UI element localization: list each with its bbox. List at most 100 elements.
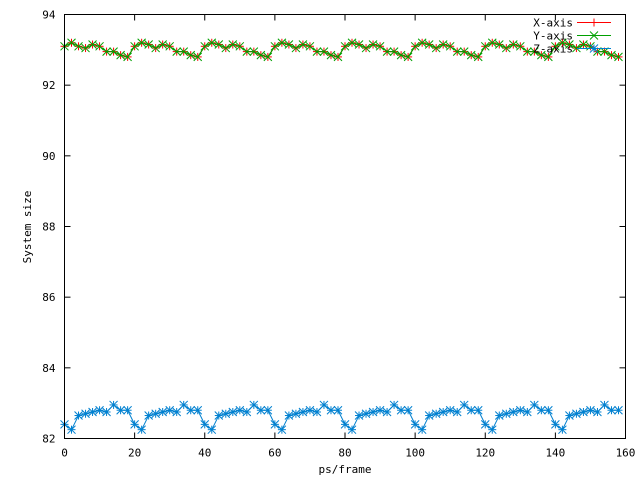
series-line	[64, 404, 619, 431]
data-point	[565, 40, 574, 49]
data-point	[354, 40, 364, 49]
data-point	[445, 41, 455, 51]
data-point	[221, 409, 231, 419]
data-point	[410, 41, 420, 51]
data-point	[95, 41, 104, 51]
data-point	[207, 425, 217, 435]
y-tick-label: 82	[42, 433, 55, 446]
data-point	[305, 41, 315, 51]
y-tick-label: 92	[42, 79, 55, 92]
data-point	[459, 400, 469, 410]
data-point	[102, 47, 111, 56]
data-point	[347, 38, 357, 48]
data-point	[508, 407, 518, 417]
data-point	[445, 405, 455, 415]
data-point	[116, 405, 125, 415]
data-point	[614, 405, 623, 415]
data-point	[172, 47, 182, 56]
data-point	[494, 411, 504, 420]
data-point	[382, 47, 392, 56]
data-point	[501, 43, 511, 53]
data-point	[214, 411, 224, 420]
data-point	[459, 47, 469, 56]
data-point	[221, 43, 231, 53]
data-point	[172, 407, 182, 417]
data-point	[88, 40, 97, 49]
data-point	[536, 50, 546, 60]
data-point	[81, 43, 90, 53]
data-point	[466, 405, 476, 415]
data-point	[565, 411, 574, 420]
data-point	[326, 405, 336, 415]
plot-frame	[64, 14, 626, 439]
data-point	[242, 407, 252, 417]
data-point	[368, 40, 378, 49]
data-point	[529, 47, 539, 56]
series-z-axis	[60, 400, 623, 435]
data-point	[431, 43, 441, 53]
y-axis-label: System size	[21, 191, 34, 264]
data-point	[551, 41, 560, 51]
legend-marker	[590, 18, 598, 27]
data-point	[586, 405, 595, 415]
data-point	[151, 409, 161, 419]
data-point	[431, 409, 441, 419]
data-point	[312, 407, 322, 417]
data-point	[466, 50, 476, 60]
data-point	[522, 407, 532, 417]
data-point	[123, 405, 132, 415]
data-point	[207, 38, 217, 48]
y-tick-label: 84	[42, 362, 56, 375]
data-point	[158, 40, 168, 49]
data-point	[298, 407, 308, 417]
legend-marker	[589, 44, 599, 53]
data-point	[284, 40, 294, 49]
legend-item-x-axis: X-axis	[533, 17, 611, 30]
data-point	[403, 405, 413, 415]
data-point	[522, 47, 532, 56]
data-point	[116, 50, 125, 60]
data-point	[102, 407, 111, 417]
data-point	[501, 409, 511, 419]
data-point	[438, 407, 448, 417]
data-point	[326, 50, 336, 60]
data-point	[235, 405, 245, 415]
data-point	[508, 40, 518, 49]
data-point	[158, 407, 168, 417]
data-point	[417, 38, 427, 48]
data-point	[144, 411, 154, 420]
data-point	[81, 409, 90, 419]
y-tick-label: 90	[42, 150, 55, 163]
data-point	[74, 411, 83, 420]
data-point	[529, 400, 539, 410]
data-point	[558, 425, 567, 435]
data-point	[396, 50, 406, 60]
legend-item-z-axis: Z-axis	[533, 43, 611, 56]
data-point	[319, 400, 329, 410]
data-point	[165, 41, 175, 51]
legend-item-y-axis: Y-axis	[533, 30, 611, 43]
data-point	[410, 420, 420, 429]
data-point	[179, 47, 189, 56]
data-point	[551, 420, 560, 429]
data-point	[473, 52, 483, 62]
data-point	[487, 38, 497, 48]
data-point	[228, 40, 238, 49]
data-point	[193, 405, 203, 415]
data-point	[424, 40, 434, 49]
data-point	[515, 41, 525, 51]
data-point	[312, 47, 322, 56]
x-tick-label: 20	[128, 447, 141, 460]
data-point	[607, 405, 616, 415]
data-point	[480, 420, 490, 429]
data-point	[298, 40, 308, 49]
data-point	[375, 405, 385, 415]
data-point	[270, 420, 280, 429]
data-point	[515, 405, 525, 415]
data-point	[333, 405, 343, 415]
y-tick-label: 88	[42, 221, 55, 234]
data-point	[544, 405, 553, 415]
data-point	[249, 400, 259, 410]
data-point	[179, 400, 189, 410]
